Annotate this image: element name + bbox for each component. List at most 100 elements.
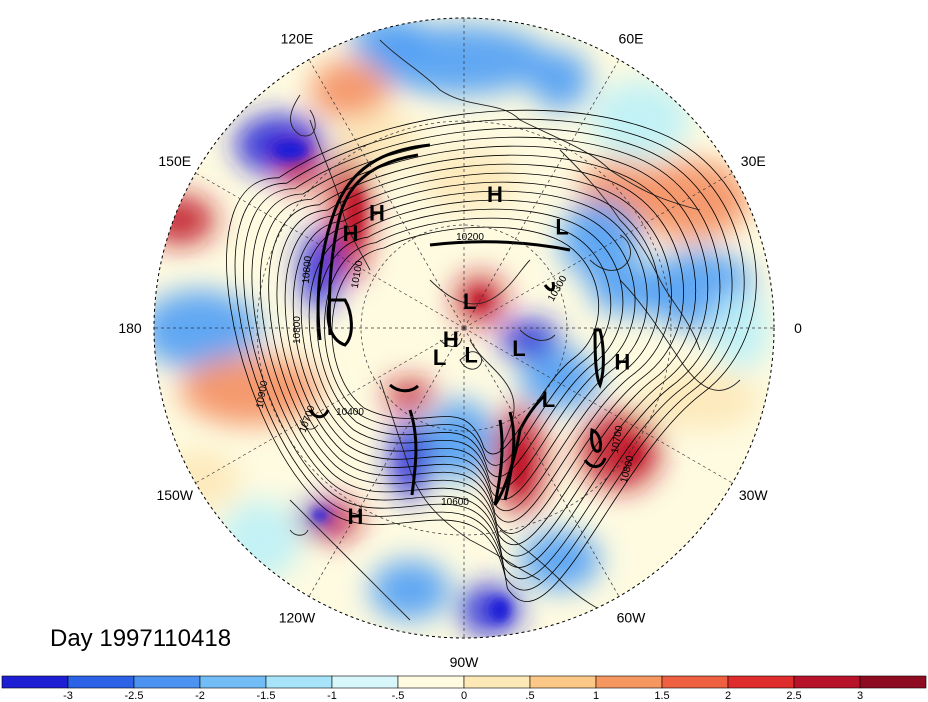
colorbar-bin (661, 675, 729, 689)
colorbar-bin (859, 675, 927, 689)
anomaly-core (312, 509, 328, 521)
anomaly-blob (310, 60, 390, 120)
anomaly-core (490, 598, 510, 622)
anomaly-blob (520, 530, 600, 590)
height-contour-line (292, 181, 660, 511)
height-contours (226, 109, 757, 602)
colorbar-bin (793, 675, 861, 689)
colorbar-bin (265, 675, 333, 689)
anomaly-blob (500, 320, 560, 360)
longitude-label: 120W (279, 609, 316, 625)
meridian-line (463, 59, 620, 329)
anomaly-blob (385, 380, 435, 410)
meridian-line (195, 172, 465, 329)
height-contour-line (260, 145, 708, 557)
height-contour-line (226, 109, 757, 602)
high-pressure-label: H (614, 350, 630, 375)
colorbar-tick-label: 0 (461, 690, 467, 702)
longitude-label: 30E (741, 153, 766, 169)
anomaly-blob (220, 500, 300, 580)
longitude-label: 120E (281, 31, 314, 47)
colorbar-bin (595, 675, 663, 689)
colorbar-tick-label: 1 (593, 690, 599, 702)
colorbar-tick-label: -.5 (392, 690, 405, 702)
anomaly-blob (180, 355, 320, 425)
low-pressure-label: L (512, 336, 525, 361)
meridian-line (308, 327, 465, 597)
colorbar-tick-label: -1.5 (257, 690, 276, 702)
anomaly-blob (154, 195, 215, 245)
contour-label: 10900 (255, 379, 271, 409)
low-pressure-label: L (542, 387, 555, 412)
longitude-label: 0 (794, 320, 802, 336)
colorbar-bin (397, 675, 465, 689)
height-contour-line (243, 127, 733, 580)
high-pressure-label: H (348, 504, 364, 529)
map-border (153, 17, 775, 639)
colorbar-tick-label: 1.5 (654, 690, 669, 702)
height-contour-line (268, 154, 696, 545)
colorbar-tick-label: .5 (525, 690, 534, 702)
anomaly-core (272, 140, 308, 160)
colorbar-bin (199, 675, 267, 689)
contour-label: 10100 (350, 259, 366, 289)
low-pressure-label: L (464, 343, 477, 368)
height-contour-line (300, 190, 648, 500)
contour-label: 10400 (336, 407, 364, 418)
height-contour-line (324, 217, 612, 466)
anomaly-blob (350, 18, 430, 65)
contour-label: 10800 (301, 255, 314, 284)
meridian-line (308, 59, 465, 329)
meridian-line (463, 172, 733, 329)
colorbar-tick-label: 2 (725, 690, 731, 702)
high-pressure-label: H (487, 182, 503, 207)
longitude-label: 60W (617, 609, 647, 625)
colorbar-tick-label: -3 (63, 690, 73, 702)
anomaly-blob (530, 50, 590, 110)
anomaly-blob (390, 420, 430, 500)
jet-streaks (308, 143, 607, 506)
longitude-label: 180 (118, 320, 142, 336)
meridian-line (463, 327, 733, 484)
colorbar-tick-label: -1 (327, 690, 337, 702)
low-pressure-label: L (555, 214, 568, 239)
colorbar-bin (529, 675, 597, 689)
longitude-label: 60E (619, 31, 644, 47)
colorbar-tick-label: 3 (857, 690, 863, 702)
colorbar-tick-label: 2.5 (786, 690, 801, 702)
colorbar-bin (727, 675, 795, 689)
anomaly-blob (640, 370, 760, 430)
high-pressure-label: H (343, 221, 359, 246)
colorbar-tick-label: -2.5 (125, 690, 144, 702)
anomaly-blob (340, 110, 420, 170)
high-pressure-label: H (443, 327, 459, 352)
colorbar-bin (1, 675, 69, 689)
colorbar-bin (133, 675, 201, 689)
contour-label: 10700 (610, 424, 626, 454)
anomaly-blob (425, 400, 495, 480)
contour-label: 10800 (292, 316, 303, 344)
height-contour-line (251, 136, 721, 568)
colorbar: -3 -2.5 -2 -1.5 -1 -.5 0 .5 1 1.5 2 2.5 3 (1, 675, 927, 702)
longitude-label: 150E (158, 153, 191, 169)
anomaly-core (618, 443, 642, 467)
height-contour-line (234, 118, 745, 591)
day-label: Day 1997110418 (50, 625, 231, 652)
meridian-line (195, 327, 465, 484)
height-contour-line (284, 172, 672, 523)
coastlines (289, 39, 741, 621)
contour-label: 10200 (456, 232, 484, 243)
longitude-label: 30W (739, 487, 769, 503)
height-contour-line (316, 208, 624, 478)
meridian-line (463, 327, 620, 597)
longitude-labels: 90E 60E 30E 0 30W 60W 90W 120W 150W 180 150E 120E (118, 0, 802, 670)
colorbar-bin (331, 675, 399, 689)
graticule (154, 18, 774, 638)
longitude-label: 90W (450, 654, 480, 670)
low-pressure-label: L (433, 345, 446, 370)
longitude-label: 90E (452, 0, 477, 2)
height-contour-line (276, 163, 684, 534)
longitude-label: 150W (156, 487, 193, 503)
high-pressure-label: H (369, 200, 385, 225)
